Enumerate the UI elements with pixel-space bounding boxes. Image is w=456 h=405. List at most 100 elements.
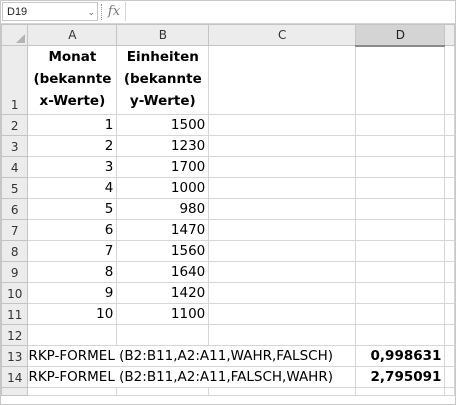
cell-d4[interactable] <box>355 156 446 178</box>
cell-b11[interactable]: 1100 <box>116 303 210 325</box>
row-header-2[interactable]: 2 <box>1 114 29 136</box>
cell-b3[interactable]: 1230 <box>116 135 210 157</box>
cell-a10[interactable]: 9 <box>27 282 118 304</box>
cell-d3[interactable] <box>355 135 446 157</box>
row-header-14[interactable]: 14 <box>1 366 29 388</box>
cell-a13-formula-text[interactable]: RKP-FORMEL (B2:B11,A2:A11,WAHR,FALSCH) <box>27 345 357 367</box>
cell-e4[interactable] <box>444 156 455 178</box>
cell-e3[interactable] <box>444 135 455 157</box>
cell-d9[interactable] <box>355 261 446 283</box>
cell-a11[interactable]: 10 <box>27 303 118 325</box>
cell-d15[interactable] <box>355 387 446 396</box>
cell-d7[interactable] <box>355 219 446 241</box>
cell-c4[interactable] <box>208 156 357 178</box>
cell-e1[interactable] <box>444 45 455 115</box>
row-header-10[interactable]: 10 <box>1 282 29 304</box>
column-header-e[interactable] <box>444 24 455 46</box>
cell-a5[interactable]: 4 <box>27 177 118 199</box>
cell-b12[interactable] <box>116 324 210 346</box>
cell-d6[interactable] <box>355 198 446 220</box>
cell-e10[interactable] <box>444 282 455 304</box>
cell-b9[interactable]: 1640 <box>116 261 210 283</box>
cell-c9[interactable] <box>208 261 357 283</box>
cell-e5[interactable] <box>444 177 455 199</box>
cell-b2[interactable]: 1500 <box>116 114 210 136</box>
cell-a6[interactable]: 5 <box>27 198 118 220</box>
row-header-5[interactable]: 5 <box>1 177 29 199</box>
cell-d5[interactable] <box>355 177 446 199</box>
cell-c12[interactable] <box>208 324 357 346</box>
cell-a4[interactable]: 3 <box>27 156 118 178</box>
cell-c10[interactable] <box>208 282 357 304</box>
cell-e11[interactable] <box>444 303 455 325</box>
column-header-a[interactable]: A <box>27 24 118 46</box>
row-header-12[interactable]: 12 <box>1 324 29 346</box>
select-all-icon <box>16 34 26 43</box>
cell-e15[interactable] <box>444 387 455 396</box>
cell-e7[interactable] <box>444 219 455 241</box>
cell-d1[interactable] <box>355 45 446 115</box>
cell-b5[interactable]: 1000 <box>116 177 210 199</box>
row-header-7[interactable]: 7 <box>1 219 29 241</box>
cell-c6[interactable] <box>208 198 357 220</box>
cell-a2[interactable]: 1 <box>27 114 118 136</box>
cell-a12[interactable] <box>27 324 118 346</box>
cell-b10[interactable]: 1420 <box>116 282 210 304</box>
row-header-4[interactable]: 4 <box>1 156 29 178</box>
cell-e12[interactable] <box>444 324 455 346</box>
cell-b15[interactable] <box>116 387 210 396</box>
cell-c1[interactable] <box>208 45 357 115</box>
cell-c2[interactable] <box>208 114 357 136</box>
cell-e13[interactable] <box>444 345 455 367</box>
cell-b4[interactable]: 1700 <box>116 156 210 178</box>
cell-a15[interactable] <box>27 387 118 396</box>
cell-e9[interactable] <box>444 261 455 283</box>
cell-a9[interactable]: 8 <box>27 261 118 283</box>
formula-bar: D19 ⌄ fx <box>1 1 455 24</box>
row-header-15[interactable] <box>1 387 29 396</box>
row-header-11[interactable]: 11 <box>1 303 29 325</box>
cell-b1[interactable]: Einheiten (bekannte y-Werte) <box>116 45 210 115</box>
cell-d14[interactable]: 2,795091 <box>355 366 446 388</box>
column-header-c[interactable]: C <box>208 24 357 46</box>
cell-b7[interactable]: 1470 <box>116 219 210 241</box>
cell-d10[interactable] <box>355 282 446 304</box>
function-icon[interactable]: fx <box>107 4 121 19</box>
cell-d13[interactable]: 0,998631 <box>355 345 446 367</box>
row-header-6[interactable]: 6 <box>1 198 29 220</box>
cell-c5[interactable] <box>208 177 357 199</box>
cell-a7[interactable]: 6 <box>27 219 118 241</box>
cell-d11[interactable] <box>355 303 446 325</box>
row-header-13[interactable]: 13 <box>1 345 29 367</box>
cell-d8[interactable] <box>355 240 446 262</box>
formula-input[interactable] <box>125 2 455 21</box>
chevron-down-icon[interactable]: ⌄ <box>87 7 95 17</box>
row-header-3[interactable]: 3 <box>1 135 29 157</box>
row-header-8[interactable]: 8 <box>1 240 29 262</box>
cell-b1-line3: y-Werte) <box>129 93 196 109</box>
row-header-1[interactable]: 1 <box>1 45 29 115</box>
column-header-d[interactable]: D <box>355 24 446 47</box>
row-header-9[interactable]: 9 <box>1 261 29 283</box>
column-header-b[interactable]: B <box>116 24 210 46</box>
cell-a3[interactable]: 2 <box>27 135 118 157</box>
cell-b6[interactable]: 980 <box>116 198 210 220</box>
cell-e14[interactable] <box>444 366 455 388</box>
cell-d12[interactable] <box>355 324 446 346</box>
cell-c3[interactable] <box>208 135 357 157</box>
cell-d2[interactable] <box>355 114 446 136</box>
cell-a1[interactable]: Monat (bekannte x-Werte) <box>27 45 118 115</box>
cell-e8[interactable] <box>444 240 455 262</box>
select-all-corner[interactable] <box>1 24 29 46</box>
cell-c7[interactable] <box>208 219 357 241</box>
cell-c8[interactable] <box>208 240 357 262</box>
cell-e2[interactable] <box>444 114 455 136</box>
cell-a1-line3: x-Werte) <box>39 93 106 109</box>
cell-a8[interactable]: 7 <box>27 240 118 262</box>
cell-a14-formula-text[interactable]: RKP-FORMEL (B2:B11,A2:A11,FALSCH,WAHR) <box>27 366 357 388</box>
cell-b8[interactable]: 1560 <box>116 240 210 262</box>
name-box[interactable]: D19 ⌄ <box>2 2 98 21</box>
cell-e6[interactable] <box>444 198 455 220</box>
cell-c15[interactable] <box>208 387 357 396</box>
cell-c11[interactable] <box>208 303 357 325</box>
